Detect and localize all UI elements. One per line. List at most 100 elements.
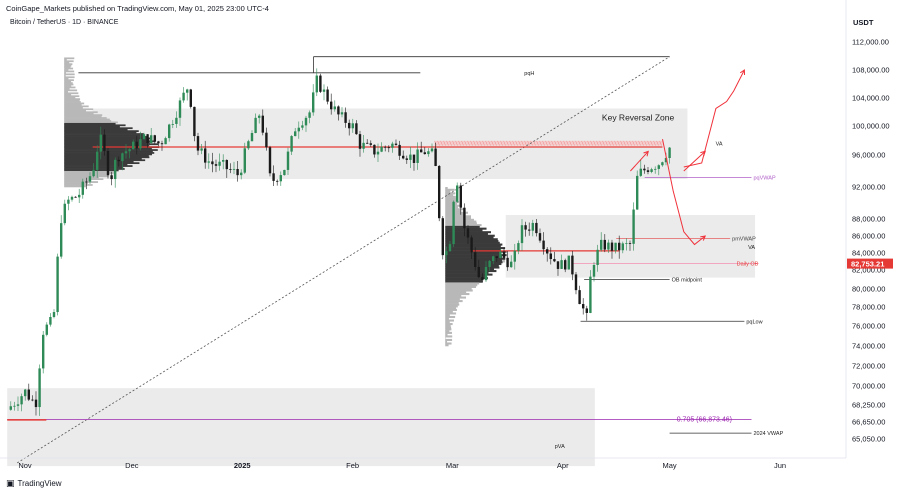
key-reversal-hatch <box>572 140 575 146</box>
key-reversal-hatch <box>548 140 551 146</box>
volume-profile-left <box>64 128 128 131</box>
volume-profile-right <box>445 229 483 232</box>
candle <box>135 141 138 149</box>
key-reversal-hatch <box>476 140 479 146</box>
volume-profile-left <box>64 115 102 118</box>
candle <box>124 151 128 154</box>
candle <box>509 261 513 268</box>
price-chart[interactable]: pqH pmVWAP pqVWAP Daily OB OB midpoint pqLow 0… <box>0 0 900 478</box>
volume-profile-right <box>445 301 459 304</box>
candle <box>524 225 527 230</box>
volume-profile-right <box>445 312 457 315</box>
volume-profile-left <box>64 69 69 71</box>
key-reversal-hatch <box>470 140 473 146</box>
volume-profile-left <box>64 144 150 147</box>
candle <box>661 162 664 166</box>
volume-profile-left <box>64 93 72 96</box>
volume-profile-right <box>445 287 472 290</box>
candle <box>553 259 556 262</box>
candle <box>203 148 207 163</box>
key-reversal-hatch <box>482 140 485 146</box>
volume-profile-left <box>64 160 134 163</box>
volume-profile-right <box>445 344 449 347</box>
key-reversal-hatch <box>617 140 620 146</box>
candle <box>491 256 495 261</box>
candle <box>167 124 171 139</box>
volume-profile-right <box>445 335 453 338</box>
candle <box>211 161 214 165</box>
volume-profile-left <box>64 63 73 66</box>
candle <box>272 173 275 181</box>
volume-profile-left <box>64 60 74 63</box>
key-reversal-hatch <box>440 140 443 146</box>
volume-profile-left <box>64 143 159 146</box>
candle <box>535 222 538 234</box>
y-tick-label: 88,000.00 <box>852 215 885 224</box>
volume-profile-left <box>64 127 133 130</box>
volume-profile-left <box>64 172 114 175</box>
volume-profile-left <box>64 163 128 166</box>
y-tick-label: 80,000.00 <box>852 285 885 294</box>
candle <box>527 229 531 231</box>
candle <box>77 194 81 198</box>
candle <box>70 196 74 200</box>
projection-path <box>630 151 649 172</box>
key-reversal-hatch <box>455 140 458 146</box>
candle <box>103 134 106 151</box>
candle <box>563 260 567 270</box>
volume-profile-left <box>64 120 112 122</box>
candle <box>74 196 77 198</box>
candle <box>549 253 552 260</box>
candle <box>85 181 88 183</box>
candle <box>430 148 434 152</box>
volume-profile-left <box>64 130 139 132</box>
volume-profile-right <box>445 215 471 218</box>
key-reversal-hatch <box>632 140 635 146</box>
candle <box>499 251 502 258</box>
volume-profile-right <box>445 323 453 326</box>
volume-profile-right <box>445 255 503 258</box>
candle <box>394 143 398 145</box>
volume-profile-right <box>445 259 503 262</box>
volume-profile-right <box>445 319 454 322</box>
key-reversal-hatch <box>437 140 440 146</box>
volume-profile-left <box>64 131 137 134</box>
y-tick-label: 82,000.00 <box>852 266 885 275</box>
candle <box>401 155 405 159</box>
volume-profile-left <box>64 118 110 121</box>
volume-profile-left <box>64 140 156 143</box>
tradingview-logo-icon: ▣ <box>6 479 15 489</box>
key-reversal-hatch <box>458 140 461 146</box>
va-label-lower: VA <box>748 245 755 251</box>
candle <box>506 257 509 268</box>
candle <box>473 252 477 267</box>
key-reversal-hatch <box>656 140 659 146</box>
volume-profile-left <box>64 138 150 141</box>
candle <box>117 159 120 162</box>
candle <box>293 131 297 137</box>
candle <box>193 106 196 137</box>
volume-profile-right <box>445 206 458 209</box>
volume-profile-left <box>64 90 69 93</box>
candle <box>236 168 239 176</box>
candle <box>200 148 203 151</box>
volume-profile-left <box>64 117 107 119</box>
key-reversal-hatch <box>536 140 539 146</box>
key-reversal-hatch <box>614 140 617 146</box>
candle <box>99 134 102 152</box>
candle <box>20 396 23 405</box>
volume-profile-left <box>64 64 72 67</box>
volume-profile-left <box>64 85 72 87</box>
fib-diagonal-line <box>16 56 670 464</box>
key-reversal-hatch <box>497 140 500 146</box>
volume-profile-left <box>64 67 74 70</box>
projection-path <box>662 138 706 246</box>
key-reversal-hatch <box>545 140 548 146</box>
volume-profile-left <box>64 98 81 100</box>
key-reversal-hatch <box>542 140 545 146</box>
volume-profile-right <box>445 308 457 311</box>
key-reversal-hatch <box>650 140 653 146</box>
x-tick-label: Apr <box>557 461 569 470</box>
candle <box>635 175 639 210</box>
key-reversal-hatch <box>521 140 524 146</box>
